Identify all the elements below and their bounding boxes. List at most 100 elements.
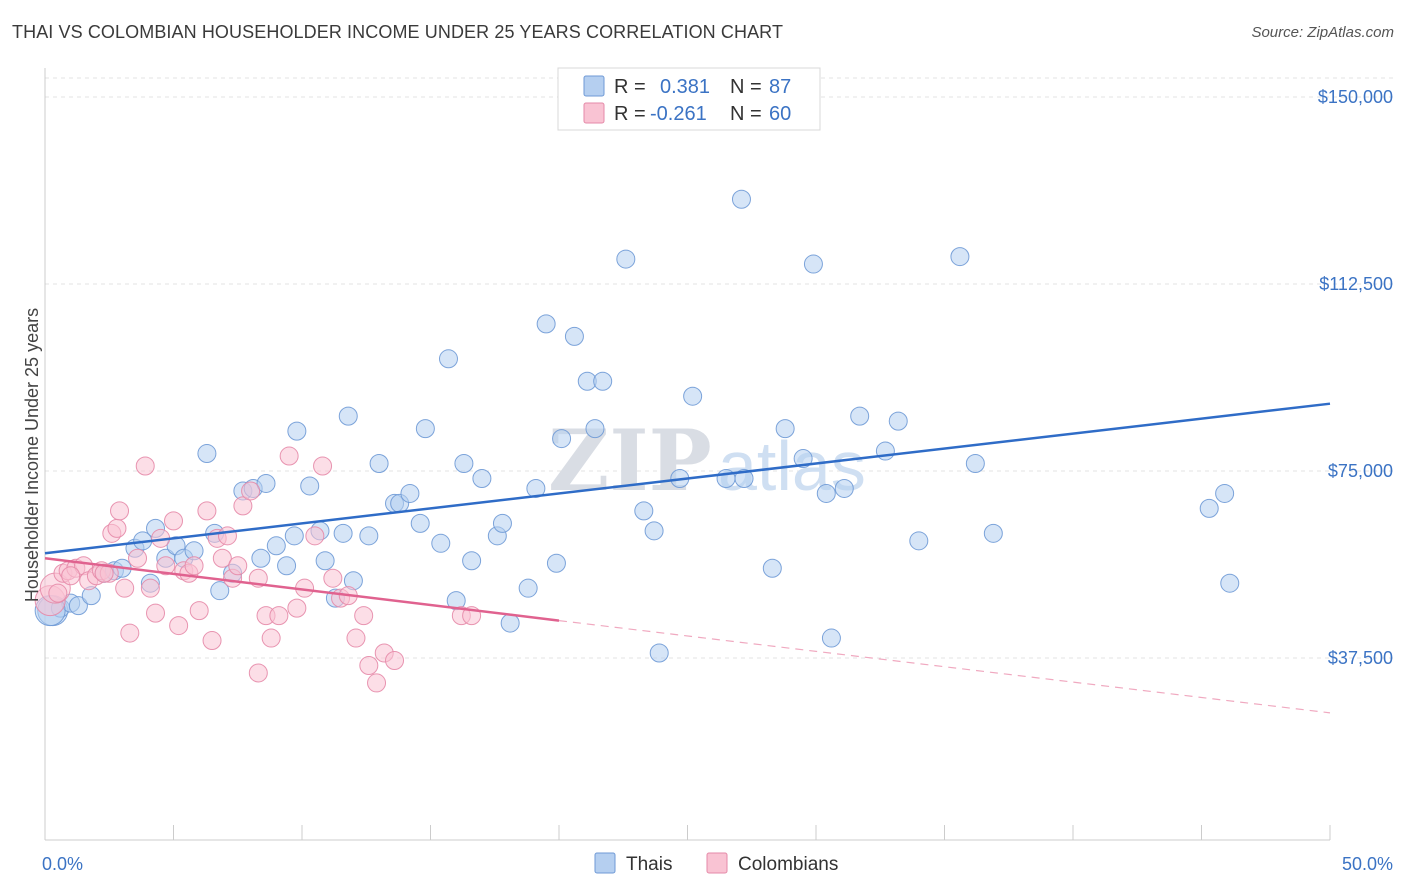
point-colombians-28 [202,631,222,651]
watermark-zip: ZIP [548,411,712,510]
point-thais-80 [950,247,970,267]
point-colombians-58 [61,566,81,586]
point-thais-79 [909,531,929,551]
point-colombians-33 [228,556,248,576]
point-colombians-14 [120,623,140,643]
point-thais-16 [197,444,217,464]
point-colombians-59 [48,583,68,603]
point-thais-22 [251,548,271,568]
point-thais-73 [816,483,836,503]
point-thais-72 [803,254,823,274]
point-thais-68 [734,468,754,488]
point-thais-78 [888,411,908,431]
trend-line-thais [44,402,1331,555]
point-thais-41 [415,419,435,439]
point-thais-30 [315,551,335,571]
legend-r-label-colombians: R = [614,103,646,125]
point-thais-26 [284,526,304,546]
point-thais-25 [277,556,297,576]
point-thais-83 [1199,498,1219,518]
point-thais-53 [536,314,556,334]
point-thais-43 [438,349,458,369]
point-colombians-18 [146,603,166,623]
point-thais-49 [492,513,512,533]
data-points [34,189,1240,693]
point-colombians-50 [359,655,379,675]
point-thais-54 [546,553,566,573]
grid-lines [45,77,1395,659]
legend-swatch-thais [583,75,605,97]
x-tick-label-1: 50.0% [1342,854,1393,874]
point-thais-74 [821,628,841,648]
point-colombians-35 [241,481,261,501]
point-thais-75 [834,478,854,498]
legend-n-label-thais: N = [730,76,762,98]
point-colombians-39 [269,606,289,626]
legend-r-label-thais: R = [614,76,646,98]
bottom-legend: Thais Colombians [594,852,838,875]
axes [44,68,1331,841]
point-thais-60 [616,249,636,269]
point-colombians-17 [140,578,160,598]
point-thais-71 [793,449,813,469]
point-thais-59 [593,371,613,391]
point-colombians-13 [115,578,135,598]
point-colombians-43 [305,526,325,546]
legend-n-value-colombians: 60 [769,103,791,125]
point-thais-27 [287,421,307,441]
point-colombians-25 [184,556,204,576]
point-thais-50 [500,613,520,633]
point-thais-69 [762,558,782,578]
point-colombians-27 [197,501,217,521]
bottom-legend-label-thais: Thais [626,854,672,875]
y-tick-label-0: $37,500 [1328,648,1393,668]
point-colombians-48 [346,628,366,648]
point-thais-62 [644,521,664,541]
y-tick-label-2: $112,500 [1319,274,1393,294]
point-colombians-53 [385,650,405,670]
point-thais-84 [1215,483,1235,503]
point-colombians-21 [164,511,183,531]
point-colombians-51 [367,673,387,693]
bottom-legend-label-colombians: Colombians [738,854,838,875]
source-label: Source: ZipAtlas.com [1251,24,1394,41]
point-colombians-16 [135,456,155,476]
point-thais-85 [1220,573,1240,593]
y-tick-labels: $37,500 $75,000 $112,500 $150,000 [1318,87,1393,668]
trend-line-colombians-extension [558,620,1331,714]
y-tick-label-3: $150,000 [1318,87,1393,107]
point-colombians-45 [323,568,343,588]
point-colombians-38 [261,628,281,648]
x-tick-label-0: 0.0% [42,854,83,874]
point-thais-28 [300,476,320,496]
chart-title: THAI VS COLOMBIAN HOUSEHOLDER INCOME UND… [12,22,784,42]
point-thais-40 [410,513,430,533]
point-thais-58 [585,419,605,439]
point-thais-33 [338,406,358,426]
point-colombians-34 [233,496,253,516]
point-colombians-26 [189,601,209,621]
point-thais-32 [333,523,353,543]
point-thais-52 [526,478,546,498]
legend-r-value-thais: 0.381 [660,76,710,98]
point-colombians-49 [354,606,374,626]
point-colombians-11 [107,518,127,538]
point-colombians-40 [279,446,299,466]
legend-box: R = 0.381 N = 87 R = -0.261 N = 60 [557,67,821,131]
bottom-legend-swatch-colombians [706,852,728,874]
point-thais-35 [359,526,379,546]
point-thais-51 [518,578,538,598]
point-thais-70 [775,419,795,439]
y-tick-label-1: $75,000 [1328,461,1393,481]
point-colombians-15 [128,548,148,568]
legend-n-value-thais: 87 [769,76,791,98]
point-colombians-30 [212,548,232,568]
point-thais-18 [210,581,230,601]
point-colombians-41 [287,598,307,618]
point-thais-55 [552,429,572,449]
trend-lines [44,402,1331,714]
point-thais-47 [472,468,492,488]
point-thais-46 [462,551,482,571]
legend-r-value-colombians: -0.261 [650,103,707,125]
